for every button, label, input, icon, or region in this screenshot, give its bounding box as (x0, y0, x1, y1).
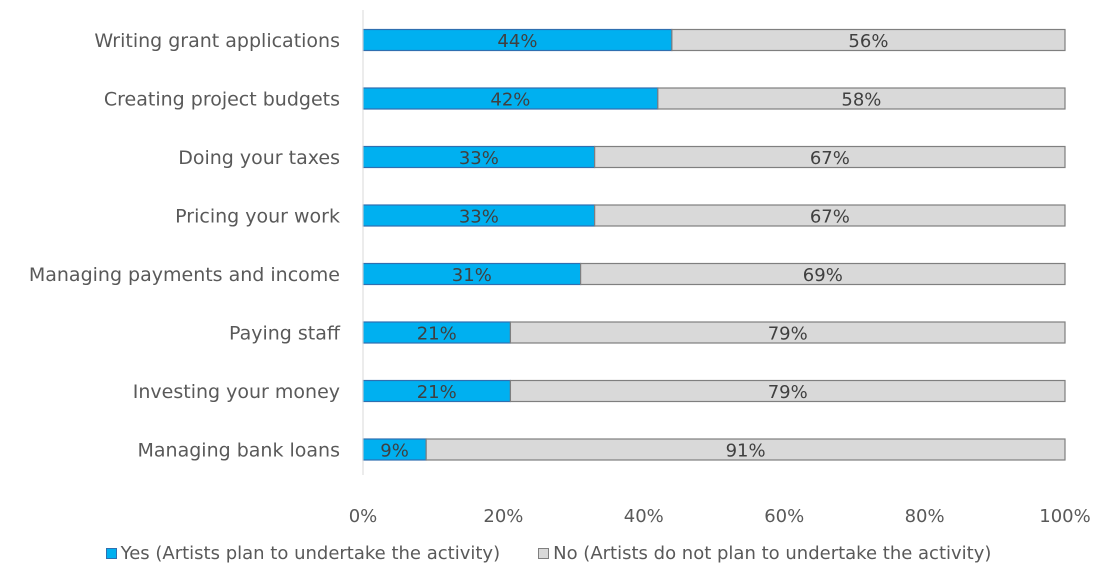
category-label: Managing bank loans (138, 440, 340, 462)
x-tick-label: 40% (624, 506, 664, 527)
category-label: Creating project budgets (104, 89, 340, 111)
bar-no (425, 438, 1066, 461)
legend-item-yes: Yes (Artists plan to undertake the activ… (105, 543, 501, 564)
x-tick-label: 20% (483, 506, 523, 527)
chart-plot: Writing grant applications 44% 56% Creating… (29, 10, 1091, 527)
data-label-yes: 42% (490, 90, 530, 111)
data-label-no: 67% (810, 207, 850, 228)
data-label-no: 79% (768, 382, 808, 403)
data-label-no: 69% (803, 265, 843, 286)
data-label-no: 58% (841, 90, 881, 111)
legend-label-no: No (Artists do not plan to undertake the… (553, 543, 992, 564)
data-label-no: 91% (726, 441, 766, 462)
data-label-no: 79% (768, 324, 808, 345)
x-tick-label: 0% (349, 506, 378, 527)
x-tick-label: 60% (764, 506, 804, 527)
legend-item-no: No (Artists do not plan to undertake the… (538, 543, 991, 564)
data-label-yes: 21% (417, 382, 457, 403)
data-label-yes: 31% (452, 265, 492, 286)
data-label-no: 56% (848, 31, 888, 52)
category-label: Writing grant applications (94, 30, 340, 52)
bar-no (509, 321, 1066, 344)
bar-no (580, 262, 1066, 286)
data-label-yes: 44% (497, 31, 537, 52)
bar-no (657, 87, 1066, 110)
bar-no (671, 28, 1066, 52)
data-label-no: 67% (810, 148, 850, 169)
x-tick-label: 80% (905, 506, 945, 527)
data-label-yes: 9% (380, 441, 409, 462)
bar-no (594, 145, 1066, 169)
legend: Yes (Artists plan to undertake the activ… (0, 543, 1097, 564)
bar-no (509, 379, 1066, 403)
x-tick-label: 100% (1039, 506, 1090, 527)
bar-no (594, 204, 1066, 227)
category-label: Doing your taxes (178, 147, 340, 169)
data-label-yes: 21% (417, 324, 457, 345)
legend-swatch-no (538, 548, 550, 559)
legend-label-yes: Yes (Artists plan to undertake the activ… (120, 543, 501, 564)
category-label: Managing payments and income (29, 264, 340, 286)
data-label-yes: 33% (459, 148, 499, 169)
category-label: Pricing your work (175, 206, 340, 228)
category-label: Investing your money (133, 381, 340, 403)
category-label: Paying staff (229, 323, 341, 345)
legend-swatch-yes (105, 548, 117, 559)
data-label-yes: 33% (459, 207, 499, 228)
